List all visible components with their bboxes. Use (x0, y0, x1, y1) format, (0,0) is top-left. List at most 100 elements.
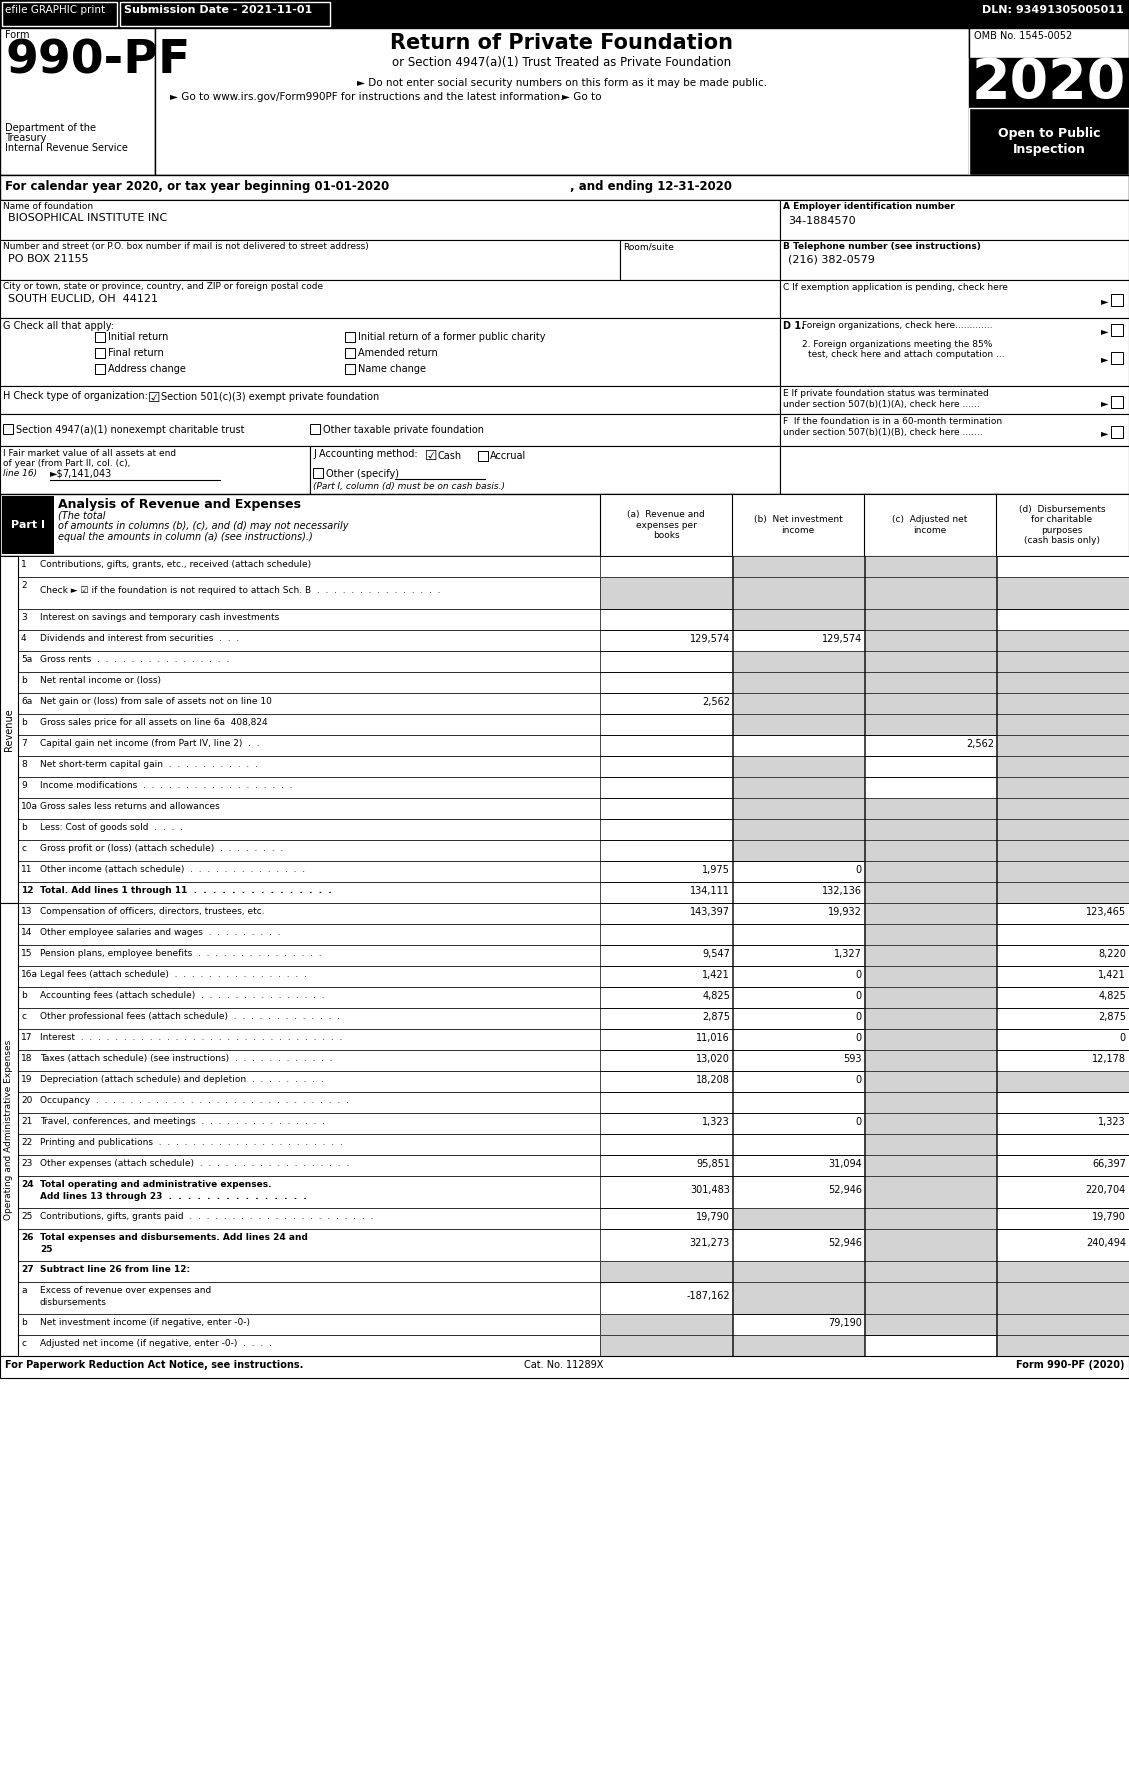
Bar (732, 819, 865, 841)
Text: 9: 9 (21, 782, 27, 791)
Bar (864, 903, 997, 923)
Text: (d)  Disbursements
for charitable
purposes
(cash basis only): (d) Disbursements for charitable purpose… (1018, 504, 1105, 546)
Text: Revenue: Revenue (5, 708, 14, 751)
Text: 0: 0 (856, 1013, 863, 1022)
Bar (732, 861, 865, 882)
Bar (864, 630, 997, 651)
Text: 7: 7 (21, 739, 27, 748)
Bar (732, 1283, 865, 1313)
Bar (864, 861, 997, 882)
Bar (996, 1029, 1129, 1050)
Bar (0, 757, 1129, 776)
Text: 0: 0 (856, 1032, 863, 1043)
Text: Depreciation (attach schedule) and depletion  .  .  .  .  .  .  .  .  .: Depreciation (attach schedule) and deple… (40, 1075, 324, 1084)
Bar (599, 882, 733, 903)
Bar (0, 861, 1129, 882)
Text: 66,397: 66,397 (1092, 1159, 1126, 1168)
Text: 12,178: 12,178 (1092, 1054, 1126, 1064)
Bar (969, 107, 1129, 175)
Text: 0: 0 (856, 970, 863, 980)
Text: (The total: (The total (58, 510, 105, 521)
Bar (0, 1113, 1129, 1134)
Bar (864, 1313, 997, 1335)
Bar (732, 578, 865, 608)
Bar (996, 692, 1129, 714)
Bar (599, 673, 733, 692)
Bar (996, 1261, 1129, 1283)
Text: 0: 0 (1120, 1032, 1126, 1043)
Text: efile GRAPHIC print: efile GRAPHIC print (5, 5, 105, 14)
Text: ► Go to www.irs.gov/Form990PF for instructions and the latest information.: ► Go to www.irs.gov/Form990PF for instru… (170, 91, 563, 102)
Bar (864, 714, 997, 735)
Bar (732, 841, 865, 861)
Text: SOUTH EUCLID, OH  44121: SOUTH EUCLID, OH 44121 (8, 293, 158, 304)
Bar (996, 841, 1129, 861)
Bar (864, 1134, 997, 1156)
Text: Amended return: Amended return (358, 349, 438, 358)
Text: (216) 382-0579: (216) 382-0579 (788, 254, 875, 265)
Text: 6a: 6a (21, 698, 33, 707)
Bar (996, 692, 1129, 714)
Bar (996, 988, 1129, 1007)
Text: 9,547: 9,547 (702, 948, 730, 959)
Bar (155, 29, 969, 175)
Bar (599, 1113, 733, 1134)
Text: Less: Cost of goods sold  .  .  .  .: Less: Cost of goods sold . . . . (40, 823, 183, 832)
Bar (864, 988, 997, 1007)
Bar (732, 1007, 865, 1029)
Bar (996, 798, 1129, 819)
Text: 24: 24 (21, 1181, 34, 1190)
Text: Treasury: Treasury (5, 132, 46, 143)
Bar (864, 923, 997, 945)
Text: Check ► ☑ if the foundation is not required to attach Sch. B  .  .  .  .  .  .  : Check ► ☑ if the foundation is not requi… (40, 587, 440, 596)
Bar (732, 1335, 865, 1356)
Bar (732, 494, 865, 556)
Bar (996, 673, 1129, 692)
Text: b: b (21, 823, 27, 832)
Bar (0, 841, 1129, 861)
Text: Other taxable private foundation: Other taxable private foundation (323, 426, 484, 435)
Bar (732, 1335, 865, 1356)
Bar (0, 281, 780, 318)
Bar (2, 2, 117, 27)
Bar (864, 819, 997, 841)
Bar (996, 1261, 1129, 1283)
Text: (Part I, column (d) must be on cash basis.): (Part I, column (d) must be on cash basi… (313, 481, 505, 490)
Bar (780, 413, 1129, 445)
Text: Form 990-PF (2020): Form 990-PF (2020) (1015, 1360, 1124, 1370)
Text: DLN: 93491305005011: DLN: 93491305005011 (982, 5, 1124, 14)
Text: 0: 0 (856, 991, 863, 1002)
Bar (0, 556, 1129, 578)
Bar (732, 692, 865, 714)
Bar (599, 1175, 733, 1208)
Text: 129,574: 129,574 (822, 633, 863, 644)
Bar (732, 578, 865, 608)
Text: 16a: 16a (21, 970, 38, 979)
Text: City or town, state or province, country, and ZIP or foreign postal code: City or town, state or province, country… (3, 283, 323, 292)
Bar (599, 735, 733, 757)
Bar (310, 424, 320, 435)
Bar (732, 673, 865, 692)
Bar (864, 1113, 997, 1134)
Text: 10a: 10a (21, 801, 38, 810)
Bar (345, 333, 355, 342)
Text: b: b (21, 991, 27, 1000)
Text: Part I: Part I (11, 521, 45, 530)
Bar (864, 556, 997, 578)
Bar (0, 200, 780, 240)
Bar (864, 1229, 997, 1261)
Bar (996, 819, 1129, 841)
Text: Total operating and administrative expenses.: Total operating and administrative expen… (40, 1181, 271, 1190)
Bar (732, 1175, 865, 1208)
Bar (599, 1313, 733, 1335)
Text: C If exemption application is pending, check here: C If exemption application is pending, c… (784, 283, 1008, 292)
Bar (732, 776, 865, 798)
Text: Other expenses (attach schedule)  .  .  .  .  .  .  .  .  .  .  .  .  .  .  .  .: Other expenses (attach schedule) . . . .… (40, 1159, 349, 1168)
Text: of amounts in columns (b), (c), and (d) may not necessarily: of amounts in columns (b), (c), and (d) … (58, 521, 349, 531)
Bar (599, 819, 733, 841)
Text: Compensation of officers, directors, trustees, etc.: Compensation of officers, directors, tru… (40, 907, 264, 916)
Text: PO BOX 21155: PO BOX 21155 (8, 254, 88, 265)
Bar (732, 1029, 865, 1050)
Bar (732, 945, 865, 966)
Bar (996, 1335, 1129, 1356)
